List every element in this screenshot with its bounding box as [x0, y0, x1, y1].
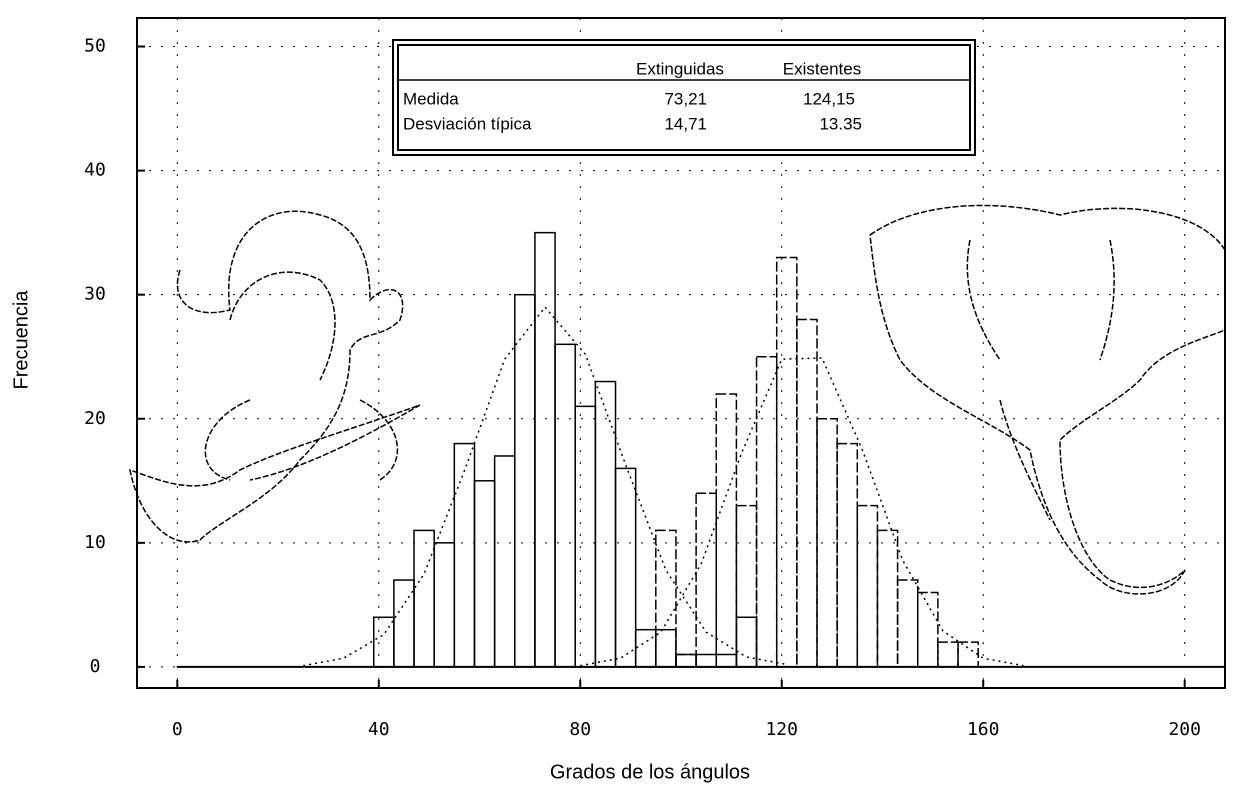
bar	[695, 492, 718, 668]
bar	[393, 579, 415, 668]
elephant-drawing	[869, 204, 1226, 595]
bar	[453, 442, 476, 668]
bar	[937, 641, 959, 668]
column-header: Extinguidas	[636, 59, 724, 78]
bar	[896, 579, 919, 668]
row-label: Medida	[403, 89, 459, 108]
y-tick-label: 50	[84, 36, 106, 57]
stats-table: Extinguidas Existentes Medida 73,21 124,…	[392, 39, 976, 156]
bar	[715, 393, 738, 668]
y-tick-label: 0	[90, 656, 101, 677]
y-axis-title: Frecuencia	[10, 290, 32, 390]
bar	[695, 653, 718, 668]
bar	[735, 504, 758, 668]
bar	[836, 442, 859, 668]
bar	[574, 405, 597, 668]
bar	[775, 256, 798, 668]
plot-frame	[136, 17, 1226, 689]
bar	[554, 343, 576, 668]
x-tick-label: 80	[569, 719, 591, 740]
x-tick-label: 200	[1168, 719, 1201, 740]
bar	[372, 616, 395, 668]
bar	[916, 591, 939, 668]
x-axis-title: Grados de los ángulos	[550, 761, 750, 783]
bar	[413, 529, 435, 668]
bar	[816, 418, 838, 668]
bar	[594, 380, 617, 668]
x-tick-label: 160	[967, 719, 1000, 740]
x-tick-label: 0	[172, 719, 183, 740]
bar	[433, 542, 456, 668]
y-tick-label: 10	[84, 532, 106, 553]
column-header: Existentes	[783, 59, 861, 78]
bar	[856, 504, 879, 668]
bar	[514, 293, 536, 668]
bar	[796, 318, 818, 668]
bar	[493, 455, 516, 668]
x-tick-label: 120	[765, 719, 798, 740]
bar	[876, 529, 899, 668]
bar	[675, 653, 697, 668]
mammoth-drawing	[129, 210, 421, 543]
y-tick-label: 30	[84, 284, 106, 305]
bar	[735, 616, 758, 668]
table-cell: 13.35	[819, 114, 862, 133]
bar	[473, 480, 496, 668]
bar	[957, 641, 979, 668]
row-label: Desviación típica	[403, 114, 532, 133]
normal-curve	[580, 357, 1024, 667]
table-frame	[392, 39, 976, 156]
bar	[534, 231, 556, 668]
bar	[755, 355, 778, 668]
normal-curve	[303, 305, 787, 667]
table-cell: 124,15	[803, 89, 855, 108]
table-cell: 73,21	[664, 89, 707, 108]
bar	[655, 628, 677, 668]
bar	[634, 628, 657, 668]
y-tick-label: 20	[84, 408, 106, 429]
bar	[715, 653, 738, 668]
y-tick-label: 40	[84, 160, 106, 181]
bar	[614, 467, 637, 668]
table-frame	[397, 44, 971, 151]
table-cell: 14,71	[664, 114, 707, 133]
bar	[675, 653, 697, 668]
x-tick-label: 40	[368, 719, 390, 740]
